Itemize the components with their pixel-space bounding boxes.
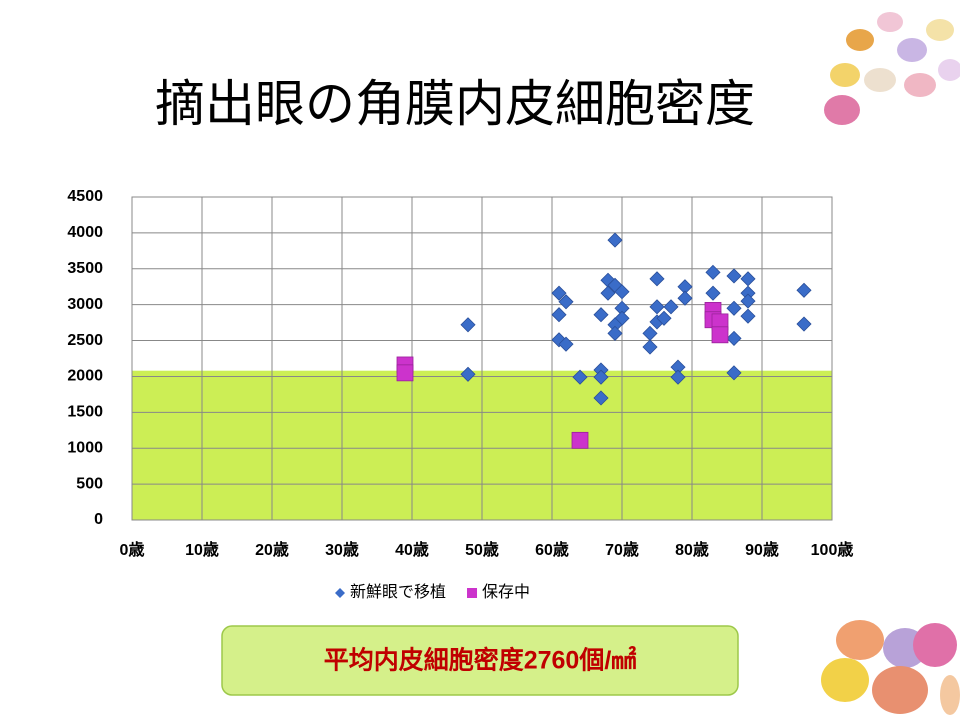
x-tick-label: 40歳 xyxy=(395,540,429,559)
x-tick-label: 0歳 xyxy=(120,540,145,559)
point xyxy=(726,330,742,346)
y-tick-label: 1000 xyxy=(67,439,103,456)
y-tick-label: 2500 xyxy=(67,332,103,349)
point xyxy=(705,264,721,280)
point xyxy=(740,308,756,324)
point xyxy=(796,282,812,298)
point xyxy=(642,339,658,355)
y-tick-label: 2000 xyxy=(67,368,103,385)
y-tick-label: 4500 xyxy=(67,188,103,205)
point xyxy=(649,299,665,315)
callout-text: 平均内皮細胞密度2760個/㎟ xyxy=(324,646,637,675)
point xyxy=(593,390,609,406)
callout-box xyxy=(221,625,739,696)
point xyxy=(396,364,414,382)
point xyxy=(593,307,609,323)
point xyxy=(726,268,742,284)
x-tick-label: 90歳 xyxy=(745,540,779,559)
point xyxy=(656,310,672,326)
point xyxy=(593,369,609,385)
point xyxy=(571,431,589,449)
legend-swatch xyxy=(335,588,345,598)
point xyxy=(711,326,729,344)
y-tick-label: 3500 xyxy=(67,260,103,277)
x-tick-label: 30歳 xyxy=(325,540,359,559)
x-tick-label: 70歳 xyxy=(605,540,639,559)
x-tick-label: 50歳 xyxy=(465,540,499,559)
point xyxy=(607,232,623,248)
point xyxy=(558,294,574,310)
point xyxy=(600,285,616,301)
point xyxy=(663,299,679,315)
point xyxy=(460,317,476,333)
point xyxy=(796,316,812,332)
point xyxy=(740,293,756,309)
point xyxy=(649,271,665,287)
point xyxy=(460,366,476,382)
legend-label: 新鮮眼で移植 xyxy=(350,583,446,601)
point xyxy=(705,285,721,301)
y-tick-label: 0 xyxy=(94,511,103,528)
x-tick-label: 100歳 xyxy=(811,540,854,559)
legend-label: 保存中 xyxy=(482,583,530,601)
point xyxy=(551,285,567,301)
decoration-eggs-top xyxy=(824,12,960,125)
point xyxy=(726,300,742,316)
point xyxy=(642,325,658,341)
x-tick-label: 80歳 xyxy=(675,540,709,559)
point xyxy=(607,325,623,341)
plot: 0 500 1000 1500 2000 2500 3000 3500 4000 4500 0歳 10… xyxy=(67,188,853,601)
x-tick-label: 10歳 xyxy=(185,540,219,559)
plot-frame xyxy=(131,196,833,521)
point xyxy=(551,332,567,348)
point xyxy=(677,290,693,306)
decoration-eggs-bottom xyxy=(821,620,960,715)
point xyxy=(726,365,742,381)
legend: 新鮮眼で移植 保存中 xyxy=(335,583,530,601)
y-tick-label: 3000 xyxy=(67,296,103,313)
y-tick-label: 4000 xyxy=(67,224,103,241)
y-tick-label: 1500 xyxy=(67,404,103,421)
point xyxy=(740,271,756,287)
x-tick-label: 60歳 xyxy=(535,540,569,559)
point xyxy=(558,336,574,352)
point xyxy=(670,369,686,385)
point xyxy=(551,307,567,323)
point xyxy=(614,284,630,300)
x-tick-label: 20歳 xyxy=(255,540,289,559)
point xyxy=(572,369,588,385)
y-tick-label: 500 xyxy=(76,475,103,492)
legend-swatch xyxy=(467,588,478,598)
slide-title: 摘出眼の角膜内皮細胞密度 xyxy=(155,76,755,132)
